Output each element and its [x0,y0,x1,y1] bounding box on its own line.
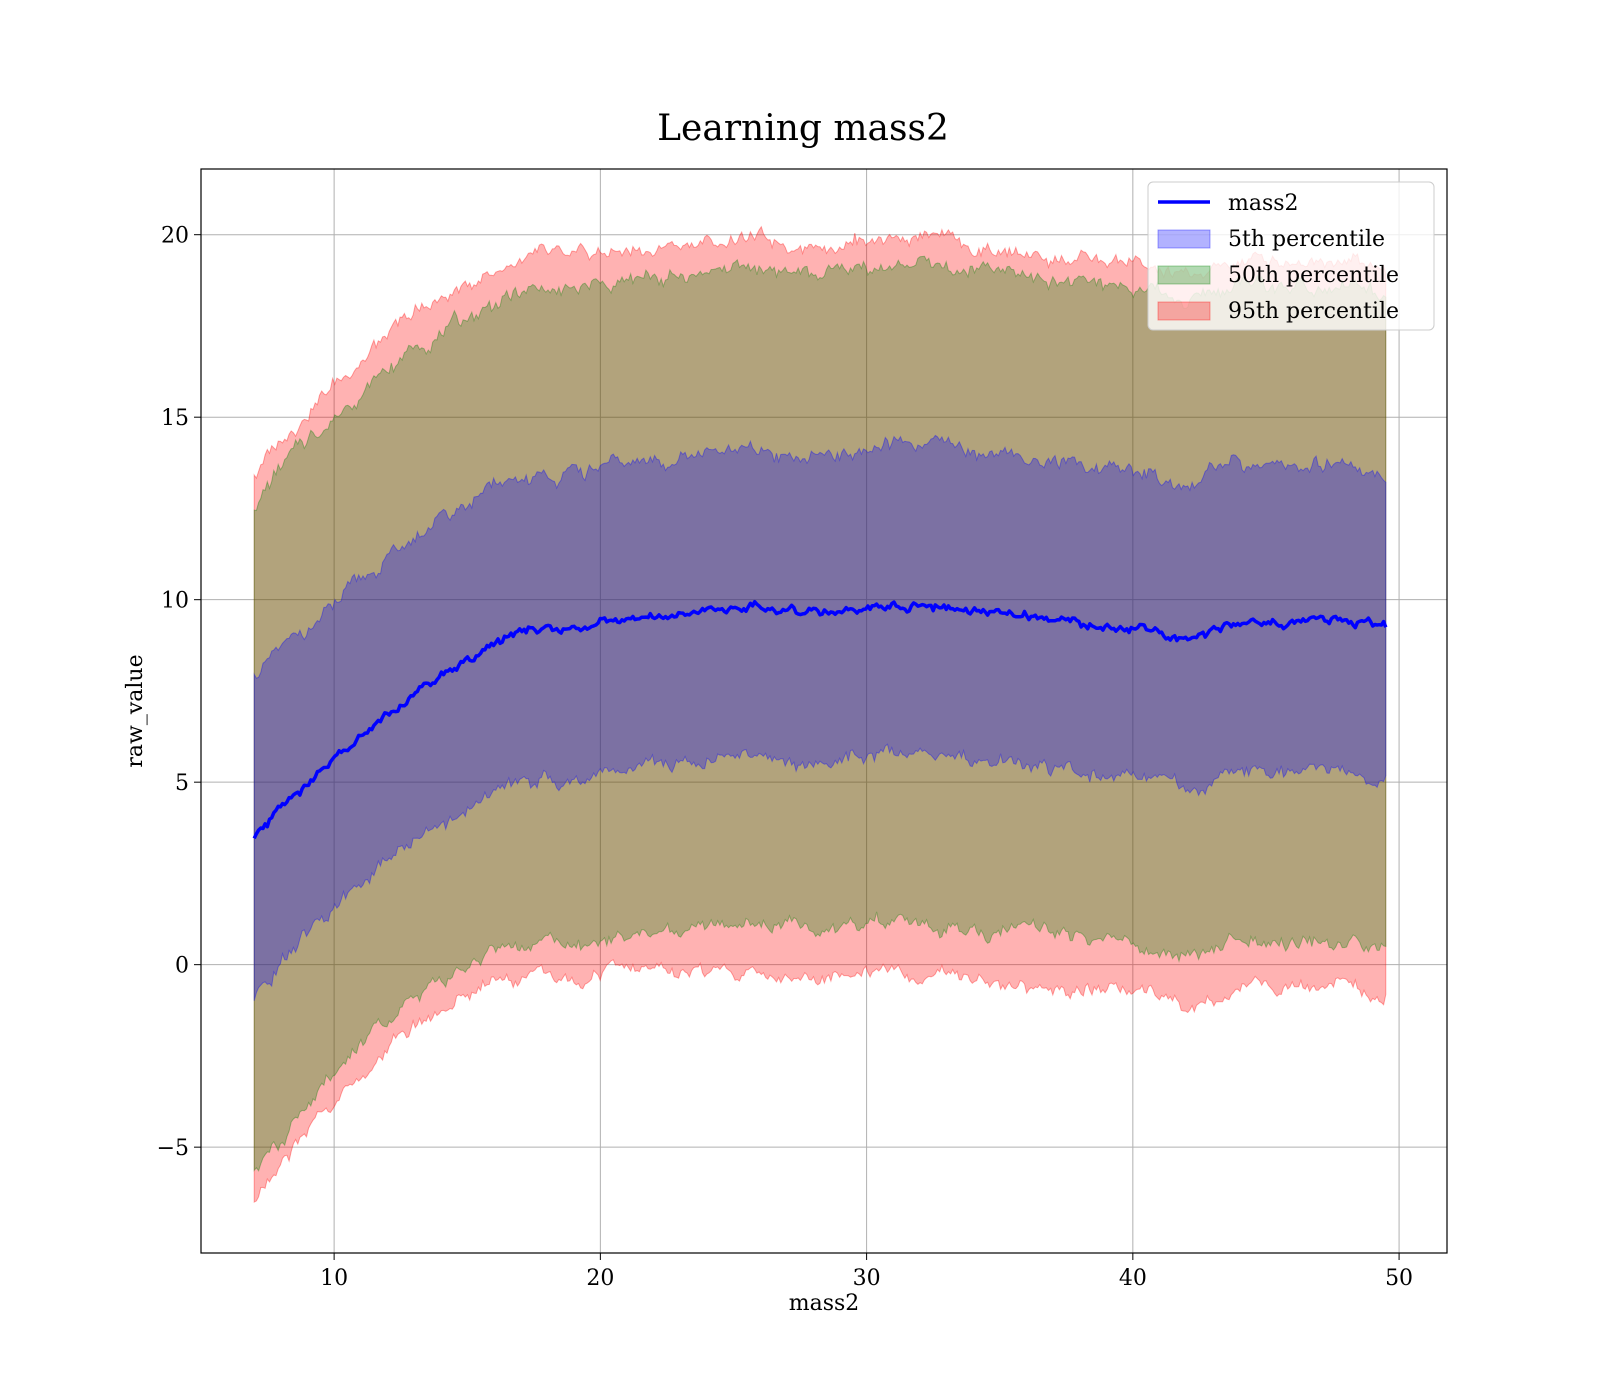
legend-entry-label: 95th percentile [1228,299,1399,324]
band-50th-percentile [253,255,1387,1172]
y-axis-label: raw_value [123,654,148,767]
legend: mass2 5th percentile 50th percentile 95th p… [1147,181,1435,331]
band-5th-percentile [253,434,1387,1001]
plot-frame [200,168,1448,1254]
legend-entry-label: mass2 [1228,191,1299,216]
x-tick-label: 40 [1119,1266,1147,1291]
legend-entry-label: 50th percentile [1228,263,1399,288]
legend-swatch-band [1157,301,1211,321]
legend-swatch-band [1157,229,1211,249]
x-tick-label: 30 [853,1266,881,1291]
x-axis-label: mass2 [789,1291,860,1316]
y-tick-label: −5 [157,1136,189,1161]
x-tick-label: 10 [320,1266,348,1291]
percentile-bands [253,225,1387,1203]
y-tick-label: 20 [161,224,189,249]
band-95th-percentile [253,225,1387,1203]
x-tick-label: 50 [1385,1266,1413,1291]
y-axis-ticks: −5 0 5 10 15 20 [157,224,201,1161]
x-tick-label: 20 [586,1266,614,1291]
x-axis-ticks: 10 20 30 40 50 [320,1253,1413,1291]
chart-title: Learning mass2 [657,108,949,149]
legend-swatch-band [1157,265,1211,285]
y-tick-label: 10 [161,589,189,614]
y-tick-label: 0 [175,954,189,979]
legend-entry-label: 5th percentile [1228,227,1385,252]
legend-box [1147,181,1435,331]
y-tick-label: 5 [175,771,189,796]
series-line-mass2 [252,599,1388,840]
data-lines [252,599,1388,840]
grid-lines [201,169,1447,1253]
y-tick-label: 15 [161,406,189,431]
